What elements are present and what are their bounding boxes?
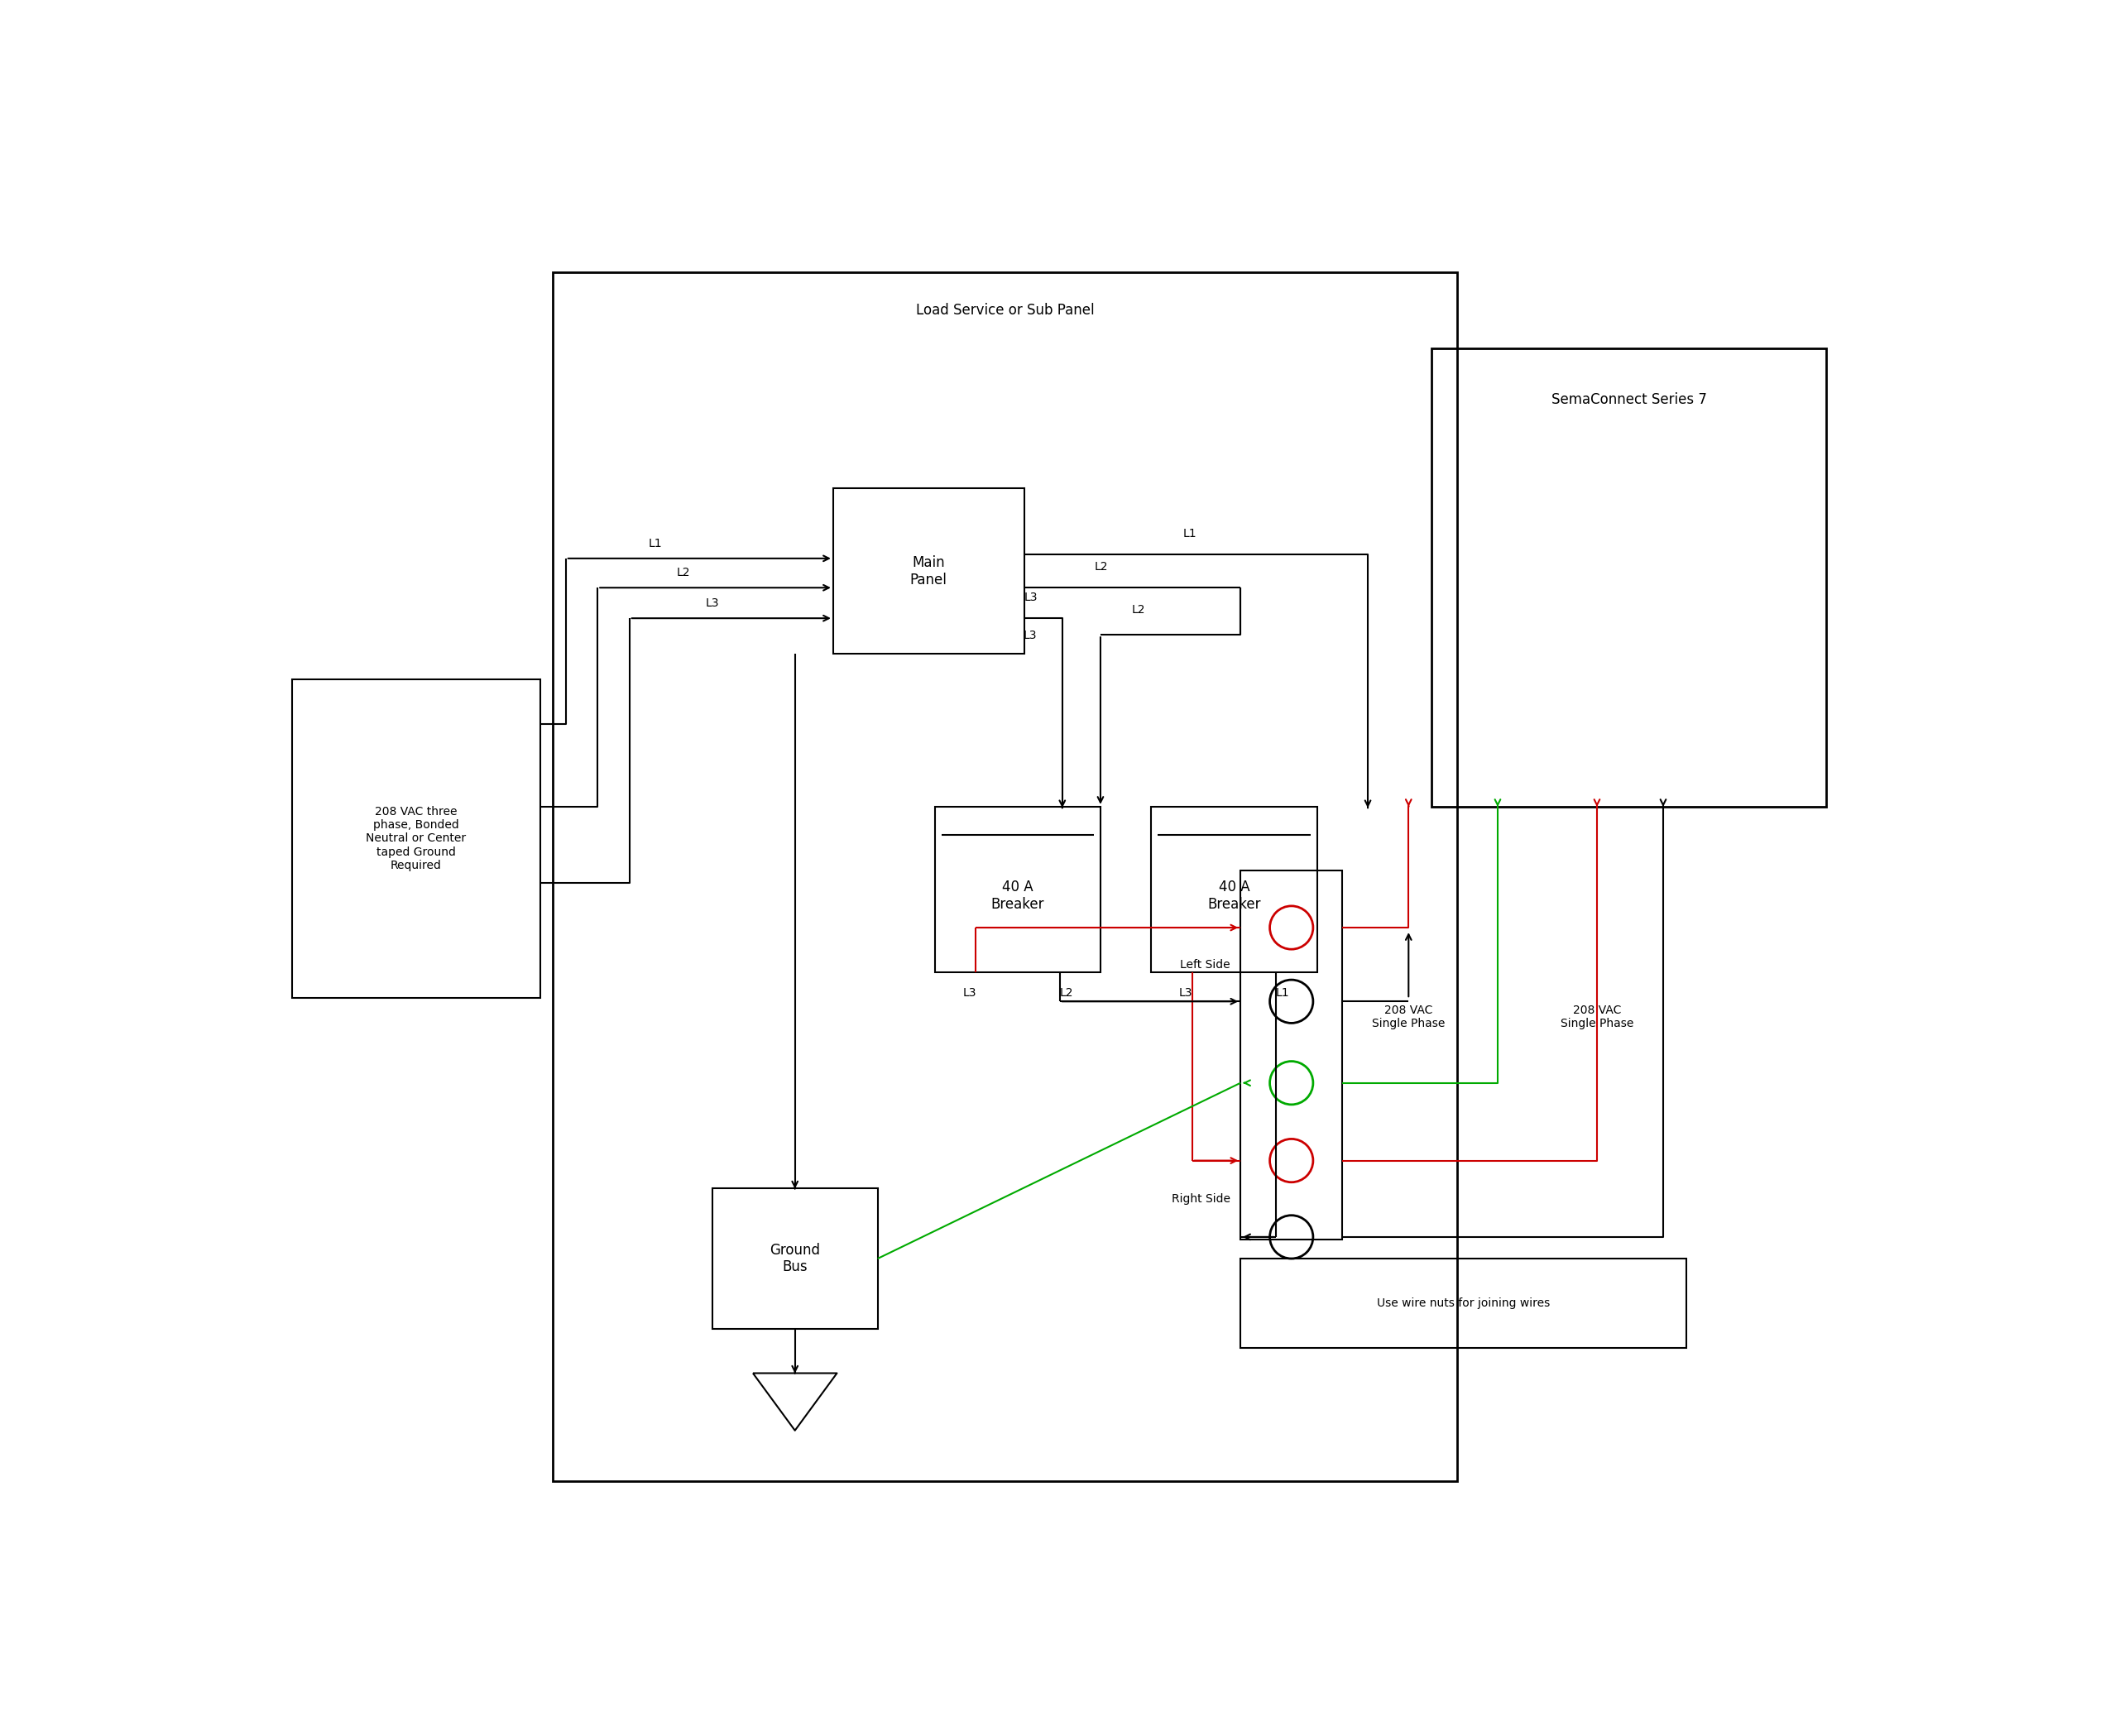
Bar — [291, 679, 540, 998]
Text: 208 VAC three
phase, Bonded
Neutral or Center
taped Ground
Required: 208 VAC three phase, Bonded Neutral or C… — [367, 806, 466, 871]
Text: Left Side: Left Side — [1179, 958, 1230, 970]
Bar — [553, 273, 1456, 1481]
Bar — [1431, 349, 1825, 807]
Text: L1: L1 — [1184, 528, 1196, 540]
Text: L3: L3 — [1023, 592, 1038, 602]
Text: Main
Panel: Main Panel — [909, 556, 947, 587]
Text: SemaConnect Series 7: SemaConnect Series 7 — [1551, 392, 1707, 406]
Text: 208 VAC
Single Phase: 208 VAC Single Phase — [1372, 1003, 1445, 1029]
Text: 40 A
Breaker: 40 A Breaker — [992, 880, 1044, 911]
Bar — [1241, 870, 1342, 1240]
Text: L3: L3 — [962, 988, 977, 998]
Text: L3: L3 — [1179, 988, 1192, 998]
Text: Ground
Bus: Ground Bus — [770, 1243, 821, 1274]
Bar — [935, 807, 1101, 972]
Text: L1: L1 — [648, 538, 663, 550]
Text: L1: L1 — [1277, 988, 1289, 998]
Text: L2: L2 — [677, 568, 690, 578]
Text: Load Service or Sub Panel: Load Service or Sub Panel — [916, 302, 1095, 318]
Text: L3: L3 — [1023, 630, 1038, 641]
Text: 208 VAC
Single Phase: 208 VAC Single Phase — [1561, 1003, 1633, 1029]
Text: Use wire nuts for joining wires: Use wire nuts for joining wires — [1376, 1297, 1551, 1309]
Text: L2: L2 — [1095, 561, 1108, 573]
Text: L2: L2 — [1059, 988, 1072, 998]
Bar — [1241, 1259, 1686, 1347]
Bar — [1152, 807, 1317, 972]
Bar — [833, 488, 1023, 654]
Text: L2: L2 — [1131, 604, 1146, 616]
Text: 40 A
Breaker: 40 A Breaker — [1207, 880, 1262, 911]
Bar — [713, 1189, 878, 1328]
Text: L3: L3 — [705, 597, 720, 609]
Text: Right Side: Right Side — [1171, 1193, 1230, 1205]
